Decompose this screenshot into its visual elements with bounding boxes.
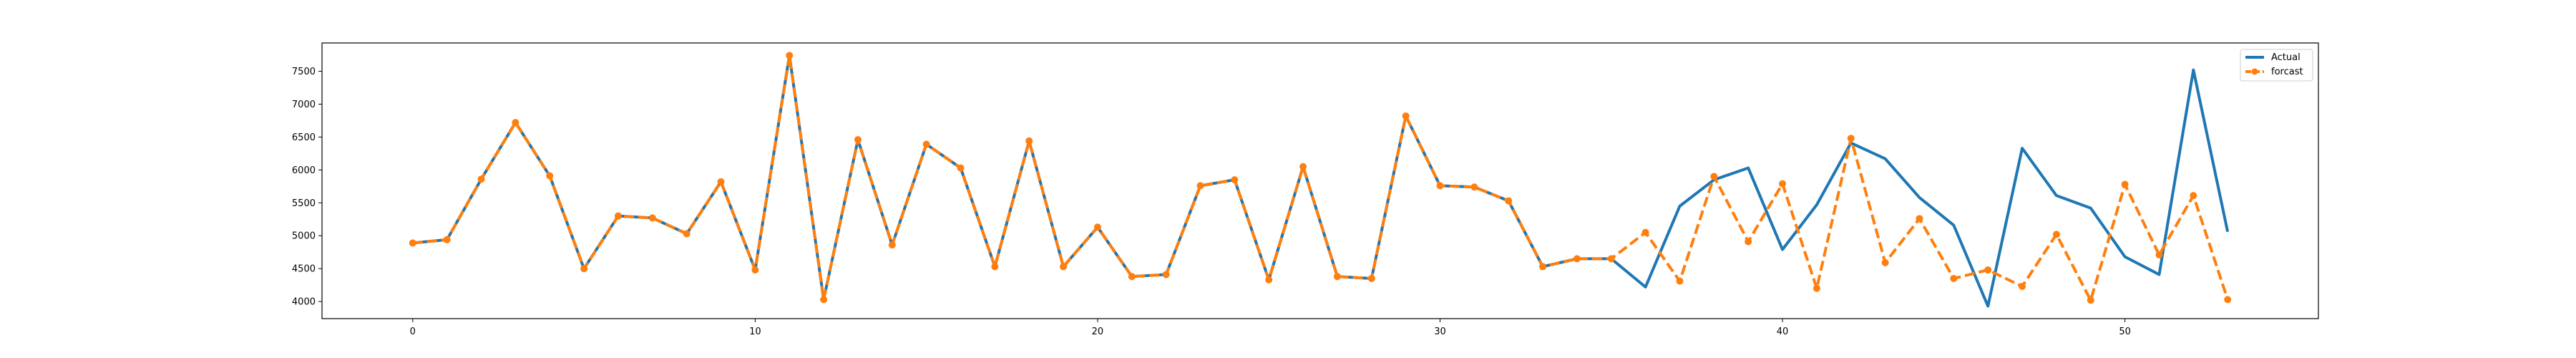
forecast-point — [580, 265, 588, 273]
forecast-point — [1881, 258, 1889, 266]
y-tick-label: 6000 — [292, 165, 316, 176]
legend-marker-forecast — [2251, 68, 2258, 75]
series-line-forecast — [412, 54, 2230, 302]
y-tick-label: 5500 — [292, 198, 316, 209]
markers-layer — [409, 52, 2232, 304]
forecast-point — [1916, 215, 1923, 223]
forecast-point — [2121, 180, 2129, 188]
forecast-point — [751, 266, 759, 274]
forecast-point — [614, 212, 622, 220]
x-tick-label: 30 — [1434, 326, 1446, 337]
legend-label-forecast: forcast — [2271, 67, 2303, 77]
forecast-point — [1813, 284, 1820, 292]
series-line-actual — [412, 54, 2230, 308]
plot-area-frame — [321, 42, 2319, 319]
y-tick-label: 7500 — [292, 67, 316, 77]
forecast-point — [854, 136, 862, 144]
forecast-point — [512, 119, 519, 127]
forecast-point — [1470, 183, 1478, 191]
x-tick-label: 0 — [410, 326, 416, 337]
forecast-point — [717, 178, 725, 185]
forecast-point — [1436, 182, 1444, 190]
forecast-point — [1505, 197, 1513, 205]
forecast-point — [1710, 173, 1718, 180]
forecast-point — [888, 241, 896, 249]
forecast-point — [443, 236, 451, 243]
forecast-point — [648, 214, 656, 222]
legend-label-actual: Actual — [2271, 52, 2301, 63]
forecast-point — [820, 296, 828, 304]
lines-layer — [412, 54, 2230, 308]
forecast-point — [2087, 296, 2094, 304]
forecast-point — [2190, 192, 2197, 200]
forecast-point — [1162, 271, 1170, 279]
y-tick-label: 4500 — [292, 264, 316, 275]
forecast-point — [409, 239, 416, 247]
y-tick-label: 5000 — [292, 231, 316, 242]
legend: Actual forcast — [2240, 49, 2313, 82]
forecast-point — [1950, 274, 1958, 282]
forecast-point — [1128, 273, 1136, 281]
forecast-point — [2155, 251, 2163, 258]
forecast-point — [786, 52, 794, 59]
forecast-point — [1984, 266, 1992, 274]
forecast-point — [1367, 274, 1375, 282]
forecast-point — [1641, 228, 1649, 236]
forecast-point — [1539, 263, 1547, 271]
y-tick-label: 6500 — [292, 132, 316, 143]
forecast-point — [1607, 255, 1615, 263]
forecast-point — [957, 164, 965, 172]
ticks-layer: 0 10 20 30 40 50 4000 4500 5000 5500 6000 6500 7000 7… — [292, 67, 2131, 337]
forecast-point — [1779, 180, 1787, 188]
forecast-point — [1060, 263, 1068, 271]
forecast-point — [1299, 163, 1307, 170]
forecast-point — [477, 175, 485, 183]
y-tick-label: 7000 — [292, 100, 316, 110]
forecast-point — [683, 230, 691, 238]
y-tick-label: 4000 — [292, 297, 316, 308]
x-tick-label: 20 — [1092, 326, 1104, 337]
forecast-point — [1573, 255, 1581, 263]
forecast-point — [1333, 273, 1341, 281]
forecast-point — [1025, 137, 1033, 145]
forecast-point — [1196, 182, 1204, 190]
forecast-point — [1402, 112, 1410, 120]
forecast-point — [1676, 277, 1684, 285]
forecast-point — [2019, 282, 2026, 290]
x-tick-label: 10 — [749, 326, 761, 337]
x-tick-label: 40 — [1777, 326, 1789, 337]
x-tick-label: 50 — [2119, 326, 2131, 337]
forecast-point — [546, 172, 554, 180]
forecast-point — [1745, 238, 1752, 246]
forecast-point — [1231, 176, 1239, 184]
forecast-point — [1847, 135, 1855, 142]
forecast-point — [1093, 223, 1101, 231]
forecast-point — [2052, 231, 2060, 238]
forecast-point — [991, 263, 999, 271]
forecast-point — [2224, 296, 2232, 304]
forecast-point — [1265, 276, 1273, 284]
forecast-point — [922, 140, 930, 148]
